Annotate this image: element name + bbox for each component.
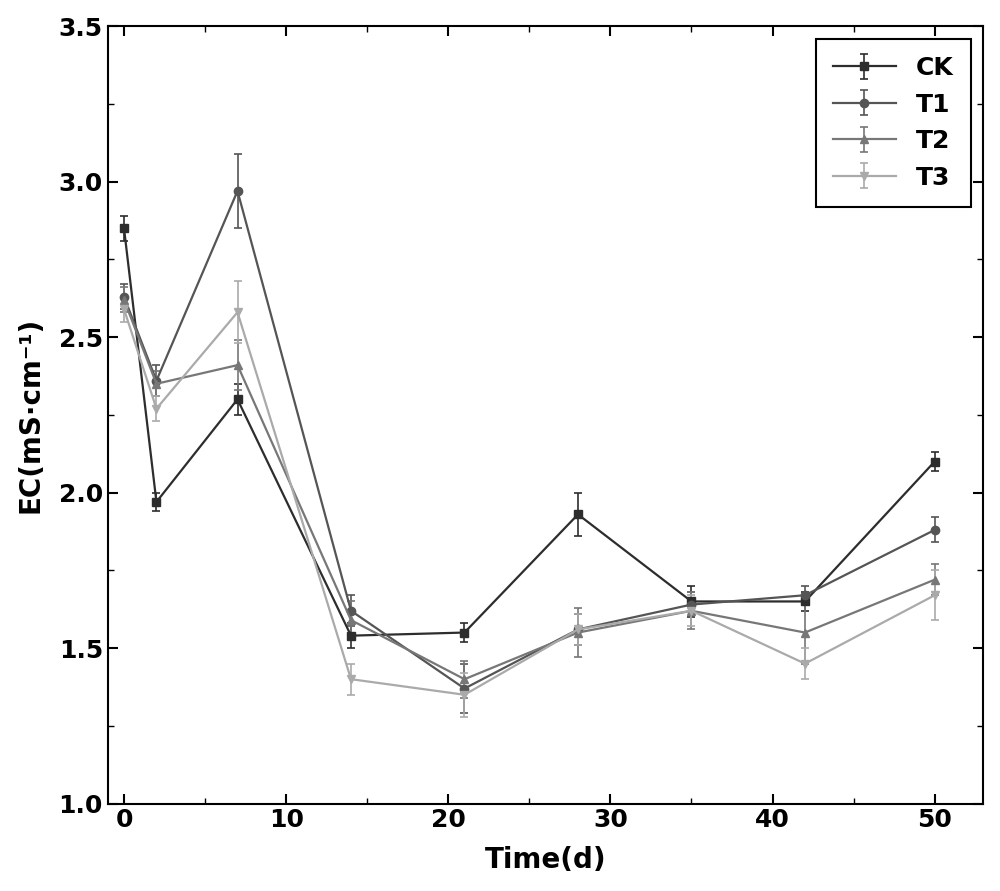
Y-axis label: EC(mS·cm⁻¹): EC(mS·cm⁻¹)	[17, 316, 45, 513]
X-axis label: Time(d): Time(d)	[485, 846, 606, 874]
Legend: CK, T1, T2, T3: CK, T1, T2, T3	[816, 38, 971, 208]
